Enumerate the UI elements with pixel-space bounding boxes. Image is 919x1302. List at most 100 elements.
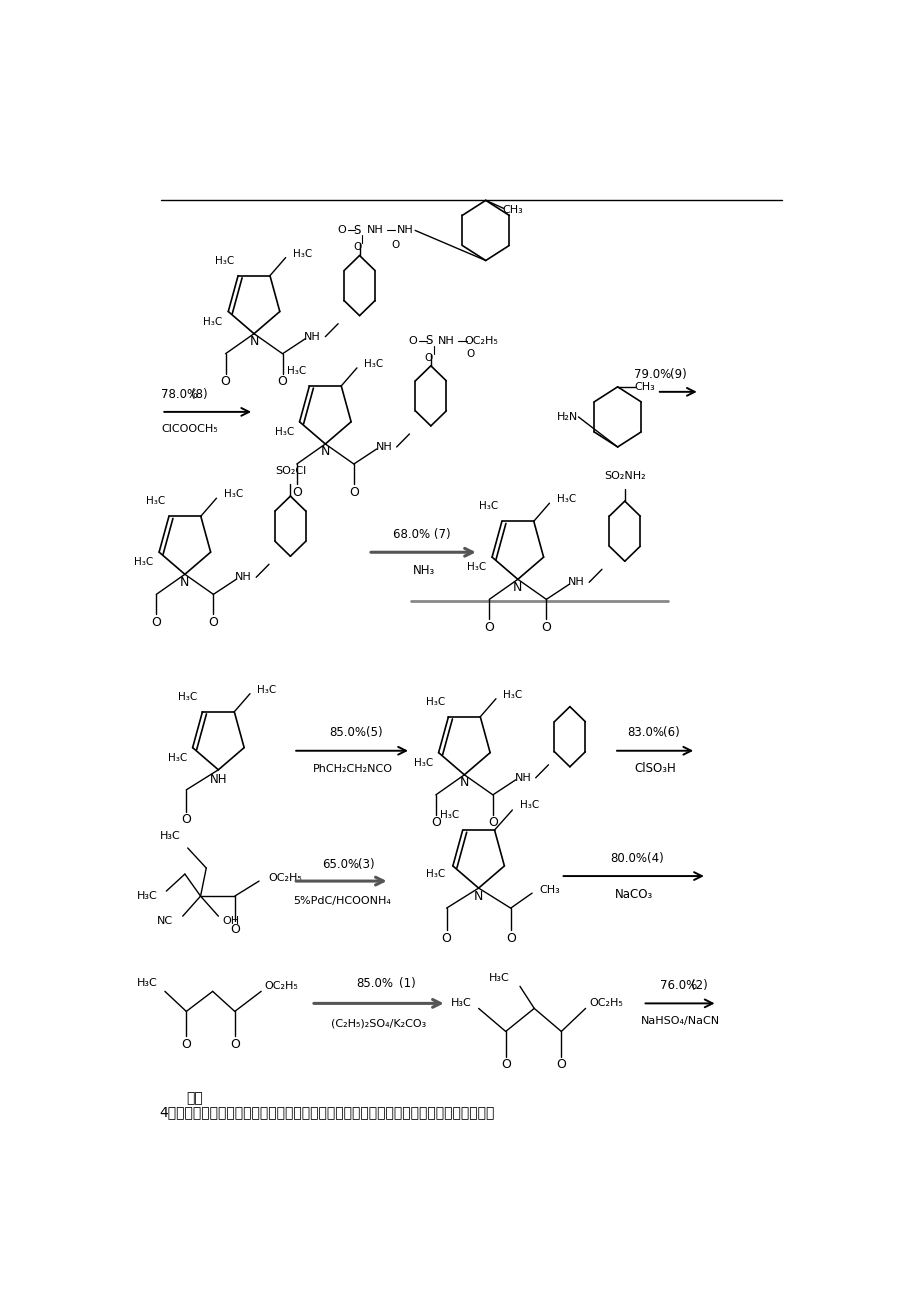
- Text: N: N: [460, 776, 469, 789]
- Text: H₃C: H₃C: [364, 359, 383, 368]
- Text: OC₂H₅: OC₂H₅: [463, 336, 497, 346]
- Text: ClSO₃H: ClSO₃H: [634, 762, 675, 775]
- Text: (6): (6): [662, 727, 679, 740]
- Text: O: O: [152, 616, 161, 629]
- Text: O: O: [181, 1038, 191, 1051]
- Text: O: O: [230, 923, 240, 936]
- Text: 率。: 率。: [186, 1091, 203, 1105]
- Text: NH: NH: [234, 573, 252, 582]
- Text: 85.0%: 85.0%: [329, 727, 366, 740]
- Text: OH: OH: [221, 917, 239, 926]
- Text: CH₃: CH₃: [502, 206, 523, 215]
- Text: O: O: [441, 932, 451, 945]
- Text: H₃C: H₃C: [292, 249, 312, 259]
- Text: NH: NH: [567, 577, 584, 587]
- Text: H₃C: H₃C: [137, 891, 158, 901]
- Text: O: O: [221, 375, 230, 388]
- Text: SO₂NH₂: SO₂NH₂: [604, 471, 645, 480]
- Text: N: N: [249, 335, 258, 348]
- Text: N: N: [321, 445, 330, 458]
- Text: H₃C: H₃C: [160, 831, 180, 841]
- Text: NH: NH: [514, 773, 530, 783]
- Text: H₃C: H₃C: [439, 810, 459, 820]
- Text: H₃C: H₃C: [425, 697, 445, 707]
- Text: NC: NC: [157, 917, 174, 926]
- Text: H₃C: H₃C: [146, 496, 165, 506]
- Text: O: O: [181, 814, 191, 827]
- Text: O: O: [484, 621, 494, 634]
- Text: O: O: [487, 816, 497, 829]
- Text: O: O: [391, 241, 399, 250]
- Text: H₃C: H₃C: [256, 685, 276, 695]
- Text: SO₂Cl: SO₂Cl: [275, 466, 306, 477]
- Text: O: O: [556, 1059, 566, 1072]
- Text: (C₂H₅)₂SO₄/K₂CO₃: (C₂H₅)₂SO₄/K₂CO₃: [331, 1018, 426, 1029]
- Text: NH: NH: [210, 773, 227, 786]
- Text: (3): (3): [357, 858, 374, 871]
- Text: H₃C: H₃C: [287, 366, 305, 376]
- Text: O: O: [465, 349, 473, 359]
- Text: NH: NH: [375, 441, 391, 452]
- Text: H₃C: H₃C: [177, 691, 197, 702]
- Text: 83.0%: 83.0%: [626, 727, 664, 740]
- Text: O: O: [408, 336, 417, 346]
- Text: OC₂H₅: OC₂H₅: [588, 999, 622, 1008]
- Text: O: O: [541, 621, 550, 634]
- Text: 68.0% (7): 68.0% (7): [392, 527, 450, 540]
- Text: S: S: [353, 224, 361, 237]
- Text: OC₂H₅: OC₂H₅: [265, 982, 298, 991]
- Text: NaHSO₄/NaCN: NaHSO₄/NaCN: [641, 1017, 720, 1026]
- Text: (5): (5): [365, 727, 381, 740]
- Text: NH₃: NH₃: [412, 564, 435, 577]
- Text: H₃C: H₃C: [274, 427, 293, 437]
- Text: (9): (9): [669, 368, 686, 381]
- Text: H₃C: H₃C: [426, 868, 445, 879]
- Text: H₃C: H₃C: [488, 974, 509, 983]
- Text: NH: NH: [367, 225, 383, 236]
- Text: O: O: [348, 486, 358, 499]
- Text: H₃C: H₃C: [203, 316, 222, 327]
- Text: H₂N: H₂N: [557, 411, 578, 422]
- Text: H₃C: H₃C: [223, 490, 243, 499]
- Text: (1): (1): [399, 976, 415, 990]
- Text: 65.0%: 65.0%: [322, 858, 358, 871]
- Text: ClCOOCH₅: ClCOOCH₅: [161, 424, 218, 434]
- Text: (8): (8): [190, 388, 207, 401]
- Text: O: O: [430, 816, 440, 829]
- Text: N: N: [180, 575, 189, 589]
- Text: H₃C: H₃C: [519, 799, 539, 810]
- Text: O: O: [209, 616, 218, 629]
- Text: O: O: [278, 375, 287, 388]
- Text: 5%PdC/HCOONH₄: 5%PdC/HCOONH₄: [292, 896, 391, 906]
- Text: O: O: [353, 242, 361, 253]
- Text: (4): (4): [646, 852, 664, 865]
- Text: O: O: [291, 486, 301, 499]
- Text: O: O: [425, 353, 432, 363]
- Text: O: O: [230, 1038, 240, 1051]
- Text: H₃C: H₃C: [137, 978, 158, 988]
- Text: H₃C: H₃C: [215, 255, 234, 266]
- Text: 4、填空并标明磺酰脲类降糖药格列美醐的合成工艺路线中每一步的反应类型，并计算总收: 4、填空并标明磺酰脲类降糖药格列美醐的合成工艺路线中每一步的反应类型，并计算总收: [159, 1105, 494, 1120]
- Text: N: N: [473, 889, 482, 902]
- Text: N: N: [513, 581, 522, 594]
- Text: H₃C: H₃C: [467, 562, 486, 572]
- Text: 78.0%: 78.0%: [161, 388, 199, 401]
- Text: H₃C: H₃C: [167, 753, 187, 763]
- Text: CH₃: CH₃: [634, 381, 654, 392]
- Text: NH: NH: [396, 225, 414, 236]
- Text: S: S: [425, 335, 432, 348]
- Text: H₃C: H₃C: [479, 501, 498, 512]
- Text: 76.0%: 76.0%: [660, 979, 697, 992]
- Text: OC₂H₅: OC₂H₅: [268, 874, 301, 883]
- Text: 85.0%: 85.0%: [356, 976, 392, 990]
- Text: O: O: [500, 1059, 510, 1072]
- Text: NaCO₃: NaCO₃: [614, 888, 652, 901]
- Text: O: O: [505, 932, 515, 945]
- Text: H₃C: H₃C: [556, 495, 575, 504]
- Text: PhCH₂CH₂NCO: PhCH₂CH₂NCO: [312, 764, 392, 773]
- Text: CH₃: CH₃: [539, 885, 560, 894]
- Text: 80.0%: 80.0%: [610, 852, 647, 865]
- Text: 79.0%: 79.0%: [633, 368, 671, 381]
- Text: (2): (2): [690, 979, 708, 992]
- Text: H₃C: H₃C: [414, 758, 433, 768]
